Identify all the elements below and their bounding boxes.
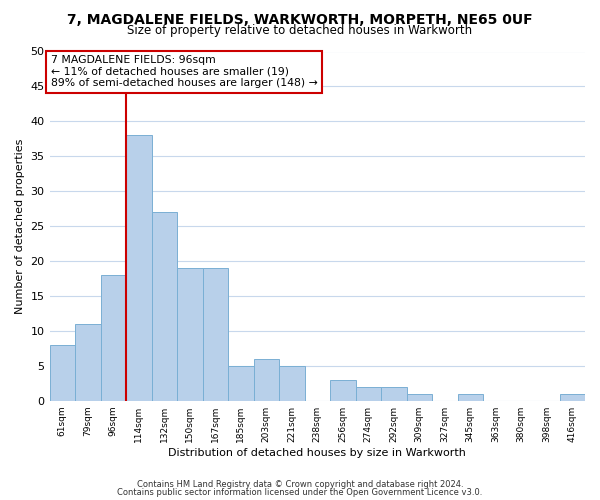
- Bar: [330, 380, 356, 400]
- Bar: [152, 212, 177, 400]
- Bar: [356, 386, 381, 400]
- Y-axis label: Number of detached properties: Number of detached properties: [15, 138, 25, 314]
- X-axis label: Distribution of detached houses by size in Warkworth: Distribution of detached houses by size …: [169, 448, 466, 458]
- Bar: [101, 275, 126, 400]
- Bar: [177, 268, 203, 400]
- Bar: [228, 366, 254, 400]
- Text: Contains HM Land Registry data © Crown copyright and database right 2024.: Contains HM Land Registry data © Crown c…: [137, 480, 463, 489]
- Text: Contains public sector information licensed under the Open Government Licence v3: Contains public sector information licen…: [118, 488, 482, 497]
- Text: Size of property relative to detached houses in Warkworth: Size of property relative to detached ho…: [127, 24, 473, 37]
- Bar: [50, 345, 75, 401]
- Bar: [407, 394, 432, 400]
- Bar: [381, 386, 407, 400]
- Bar: [126, 136, 152, 400]
- Bar: [75, 324, 101, 400]
- Bar: [203, 268, 228, 400]
- Bar: [254, 359, 279, 401]
- Text: 7 MAGDALENE FIELDS: 96sqm
← 11% of detached houses are smaller (19)
89% of semi-: 7 MAGDALENE FIELDS: 96sqm ← 11% of detac…: [51, 55, 317, 88]
- Text: 7, MAGDALENE FIELDS, WARKWORTH, MORPETH, NE65 0UF: 7, MAGDALENE FIELDS, WARKWORTH, MORPETH,…: [67, 12, 533, 26]
- Bar: [279, 366, 305, 400]
- Bar: [560, 394, 585, 400]
- Bar: [458, 394, 483, 400]
